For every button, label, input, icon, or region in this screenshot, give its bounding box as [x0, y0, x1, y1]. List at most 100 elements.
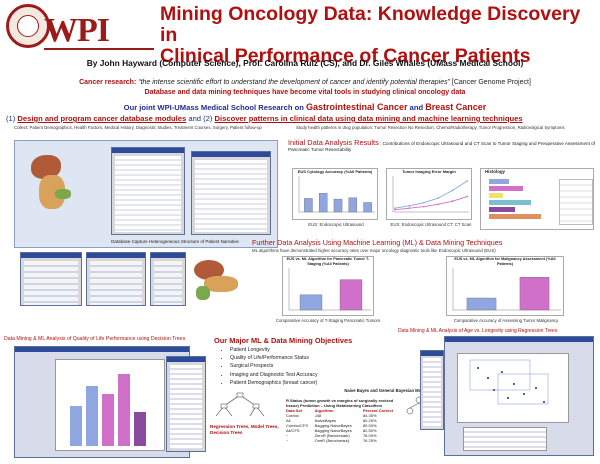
data-point: [408, 204, 411, 207]
objectives-list: Patient Longevity Quality of Life/Perfor…: [222, 346, 402, 387]
data-point: [466, 195, 468, 198]
decision-tree-heading: Data Mining & ML Analysis of Quality of …: [4, 336, 186, 342]
results-table: Data Set Algorithm Percent Correct Combo…: [286, 408, 402, 443]
chart2-svg: [392, 176, 469, 213]
form-window-1: [20, 252, 82, 306]
table-cell: J48: [314, 413, 322, 418]
research-goals: (1) Design and program cancer database m…: [6, 114, 523, 123]
table-cell: 80.25%: [362, 418, 377, 423]
further-heading: Further Data Analysis Using Machine Lear…: [252, 238, 503, 247]
decision-tree-window-2: [166, 356, 206, 452]
regression-plot: [457, 353, 569, 423]
research-lead: Our joint WPI-UMass Medical School Resea…: [123, 102, 487, 112]
table-cell: ~: [286, 438, 289, 443]
chart2-caption: EUS: Endoscopic Ultrasound CT: CT Scan: [390, 222, 472, 227]
objective-item: Patient Demographics (breast cancer): [230, 379, 402, 387]
study-text: Study health patterns in drug population…: [296, 125, 565, 130]
wpi-logo: WPI: [44, 12, 110, 49]
bar: [318, 193, 328, 213]
bar: [299, 294, 323, 311]
chart1-title: EUS Cytology Accuracy (%All Patients): [297, 169, 373, 174]
series-line: [394, 196, 468, 211]
chart-histology: Histology: [480, 168, 594, 230]
table-header: Algorithm: [314, 408, 334, 413]
regression-table: [463, 427, 547, 451]
table-cell: ~: [286, 433, 289, 438]
further-chart2-caption: Comparative Accuracy of Assessing Tumor …: [453, 318, 559, 323]
data-point: [451, 200, 454, 203]
table-row: ~ OneR (Benchmark) 76.25%: [286, 438, 402, 443]
banner-label: Cancer research:: [79, 79, 137, 86]
form-screens: [8, 250, 188, 306]
database-window-1: [111, 147, 185, 235]
logo-underline: [44, 48, 154, 50]
authors: By John Hayward (Computer Science), Prof…: [86, 58, 524, 68]
data-point: [394, 207, 396, 210]
tree-diagram: [210, 392, 270, 418]
decision-tree-chart: [55, 359, 165, 451]
database-window-2: [191, 151, 271, 235]
table-cell: Bagging NaiveBayes: [314, 423, 352, 428]
data-point: [394, 208, 396, 211]
table-cell: NaiveBayes: [314, 418, 336, 423]
histology-bars: [489, 179, 555, 225]
table-row: Combo J48 84.35%: [286, 413, 402, 418]
chart3-title: Histology: [485, 169, 506, 174]
further-chart1-caption: Comparative Accuracy of T-Staging Pancre…: [275, 318, 381, 323]
regression-window: [444, 336, 594, 456]
table-cell: ZeroR (Benchmark): [314, 433, 350, 438]
poster-title: Mining Oncology Data: Knowledge Discover…: [160, 3, 581, 67]
bar: [348, 197, 358, 213]
initial-text: : Contributions of Endoscopic Ultrasound…: [288, 141, 595, 152]
bar: [304, 198, 313, 213]
further-chart1-title: EUS vs. ML Algorithm for Pancreatic Tumo…: [286, 257, 370, 266]
metalearning-table: R Status (tumor growth vs margins of sur…: [286, 398, 402, 443]
data-point: [437, 203, 440, 206]
table-header: Data Set: [286, 408, 303, 413]
chart2-title: Tumor Imaging Error Margin: [402, 169, 456, 174]
objective-item: Patient Longevity: [230, 346, 402, 354]
banner-source: [Cancer Genome Project]: [451, 79, 531, 86]
table-cell: All/CFS: [286, 428, 300, 433]
chart-eus-cytology: EUS Cytology Accuracy (%All Patients): [292, 168, 378, 220]
initial-results: Initial Data Analysis Results : Contribu…: [288, 139, 596, 152]
objective-item: Quality of Life/Performance Status: [230, 354, 402, 362]
table-cell: 80.00%: [362, 423, 377, 428]
regression-window-2: [420, 350, 444, 430]
goal-1: Design and program cancer database modul…: [17, 114, 187, 123]
table-cell: 82.50%: [362, 428, 377, 433]
banner-line2: Database and data mining techniques have…: [144, 89, 466, 96]
pancreas-image: [190, 256, 244, 306]
table-cell: 76.00%: [362, 433, 377, 438]
tree-svg: [215, 392, 265, 417]
further-text: ML algorithms have demonstrated higher a…: [252, 248, 496, 253]
table-cell: Bagging NaiveBayes: [314, 428, 352, 433]
wpi-seal: [6, 4, 50, 48]
data-point: [422, 205, 425, 208]
table-cell: All: [286, 418, 291, 423]
series-line: [394, 180, 468, 209]
data-point: [408, 207, 411, 210]
goal-2: Discover patterns in clinical data using…: [214, 114, 523, 123]
data-point: [437, 197, 440, 199]
table-cell: Combo: [286, 413, 299, 418]
table-row: ~ ZeroR (Benchmark) 76.00%: [286, 433, 402, 438]
regression-heading: Data Mining & ML Analysis of Age vs. Lon…: [398, 328, 558, 334]
regression-svg: [469, 359, 549, 405]
table-cell: 76.25%: [362, 438, 377, 443]
chart1-svg: [298, 176, 375, 213]
collect-text: Collect: Patient Demographics, Health Fa…: [14, 125, 262, 130]
bar: [363, 202, 372, 213]
chart-tumor-error: Tumor Imaging Error Margin: [386, 168, 472, 220]
histology-legend: [559, 179, 593, 225]
bayes-caption: Naive Bayes and General Bayesian Models: [344, 388, 430, 393]
topic-breast: Breast Cancer: [425, 102, 487, 112]
table-body: Combo J48 84.35% All NaiveBayes 80.25% Combo/C…: [286, 413, 402, 443]
chart-t-staging: EUS vs. ML Algorithm for Pancreatic Tumo…: [282, 256, 374, 316]
table-header: Percent Correct: [362, 408, 393, 413]
further-chart2-svg: [452, 268, 561, 311]
chart1-caption: EUS: Endoscopic Ultrasound: [308, 222, 364, 227]
research-banner: Cancer research: “the intense scientific…: [20, 78, 590, 98]
database-caption: Database Capture Heterogeneous Structure…: [111, 239, 239, 244]
objectives-heading: Our Major ML & Data Mining Objectives: [214, 336, 353, 345]
